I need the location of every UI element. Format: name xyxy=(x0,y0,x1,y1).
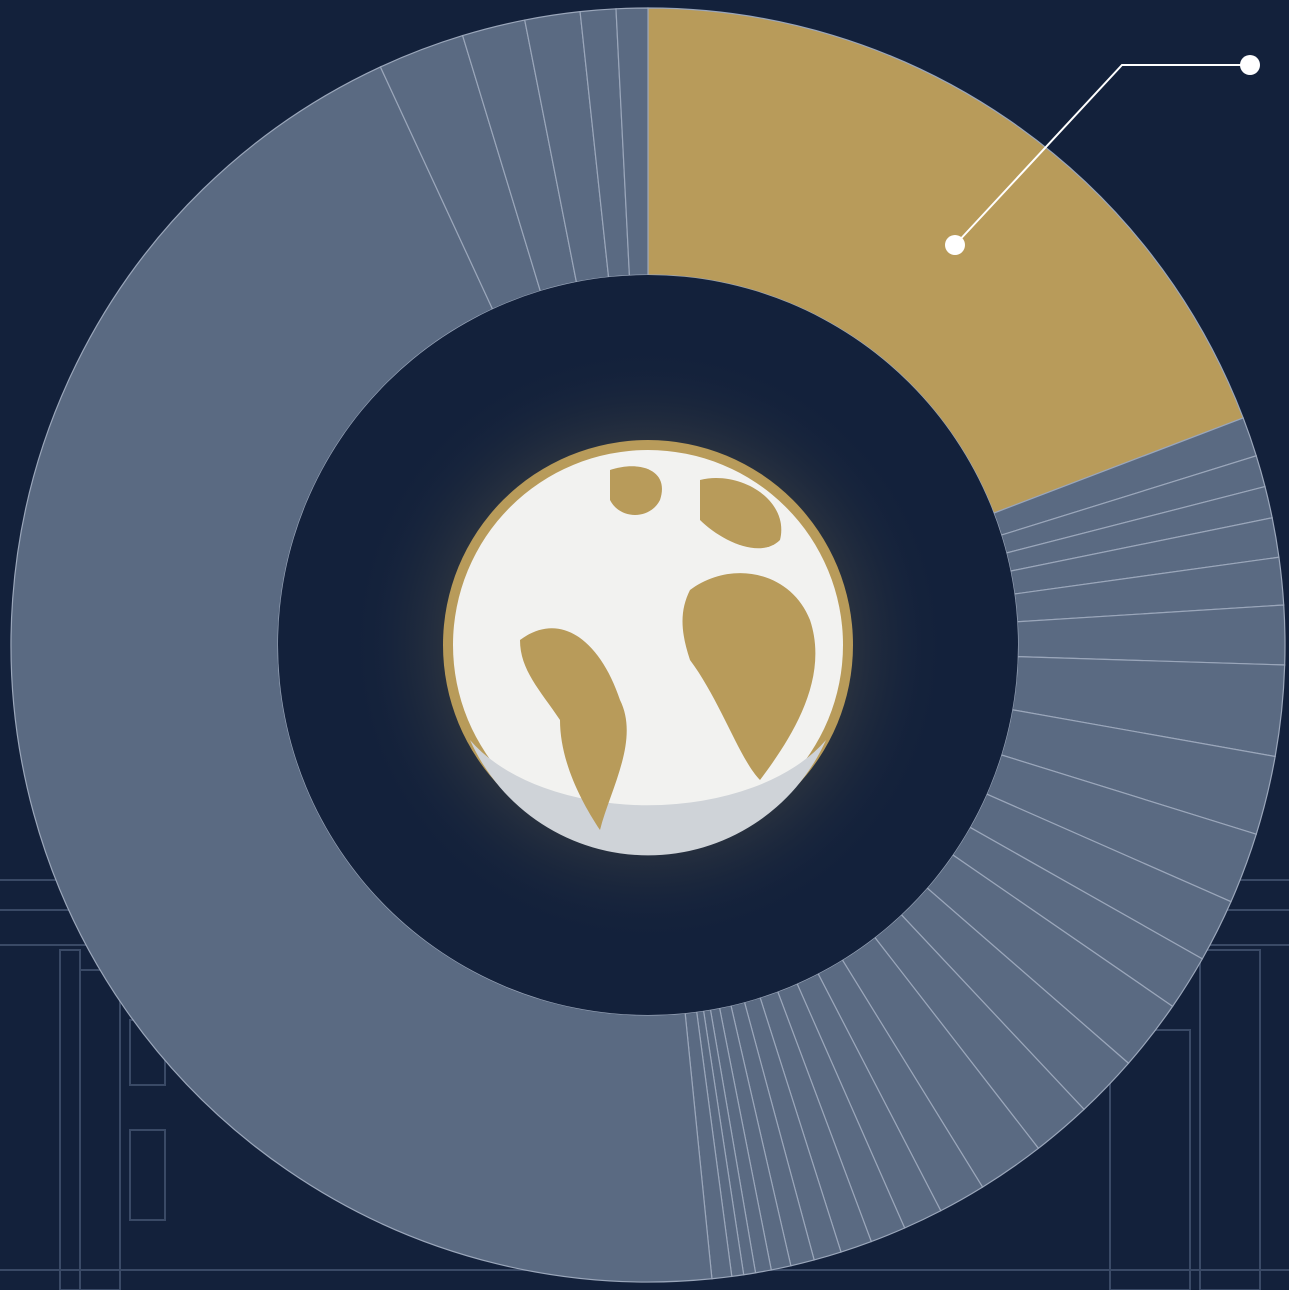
globe xyxy=(443,440,853,856)
donut xyxy=(10,7,1286,1283)
leader-line xyxy=(945,55,1260,255)
